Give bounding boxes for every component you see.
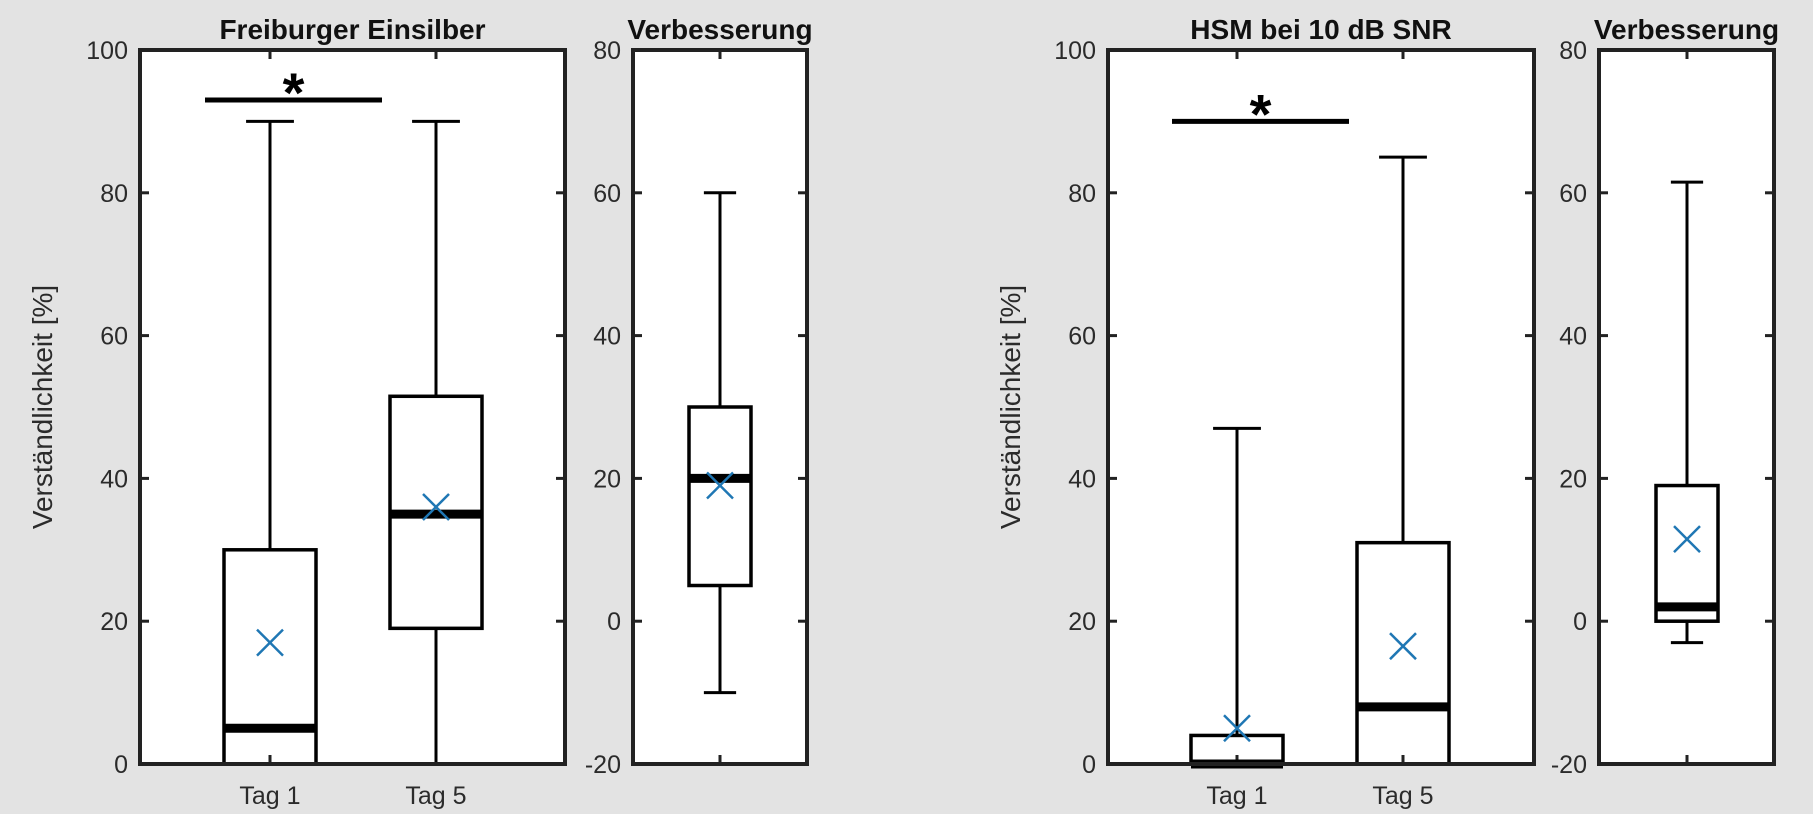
y-tick-label: 20 — [1559, 465, 1587, 493]
plot-area — [140, 50, 565, 764]
mean-marker — [1223, 714, 1251, 743]
x-tick-label: Tag 5 — [1372, 782, 1433, 810]
box-iqr — [687, 405, 753, 588]
y-tick-label: 80 — [593, 37, 621, 65]
mean-marker-stroke — [256, 628, 284, 657]
chart-panel-3: 0 20 40 60 80 100 Tag 1 Tag 5 * HSM bei 10 dB SNR… — [995, 14, 1536, 810]
axes-frame — [631, 48, 809, 766]
y-tick-label: 80 — [100, 180, 128, 208]
mean-marker — [1389, 632, 1417, 661]
box-diff — [1654, 180, 1720, 645]
chart-title: HSM bei 10 dB SNR — [1190, 14, 1451, 45]
chart-title: Freiburger Einsilber — [219, 14, 485, 45]
significance-star: * — [283, 61, 305, 124]
box-tag-5 — [1355, 155, 1451, 766]
mean-marker — [1673, 525, 1701, 553]
x-tick-label: Tag 1 — [239, 782, 300, 810]
axes-frame — [1106, 48, 1536, 766]
x-tick-label: Tag 1 — [1206, 782, 1267, 810]
y-tick-label: 100 — [1054, 37, 1096, 65]
y-tick-label: 40 — [593, 323, 621, 351]
y-tick-label: 20 — [100, 608, 128, 636]
y-tick-label: 40 — [100, 465, 128, 493]
significance-star: * — [1250, 82, 1272, 145]
mean-marker — [422, 493, 450, 521]
y-tick-label: 80 — [1068, 180, 1096, 208]
box-iqr — [1654, 483, 1720, 623]
y-tick-label: 0 — [607, 608, 621, 636]
y-tick-label: -20 — [1551, 751, 1587, 779]
y-tick-label: 100 — [86, 37, 128, 65]
chart-title: Verbesserung — [627, 14, 812, 45]
y-axis-label: Verständlichkeit [%] — [995, 285, 1026, 529]
y-axis-label: Verständlichkeit [%] — [27, 285, 58, 529]
box-tag-5 — [388, 119, 484, 766]
mean-marker-stroke — [706, 471, 734, 500]
y-tick-label: 60 — [100, 323, 128, 351]
y-tick-label: 60 — [1068, 323, 1096, 351]
mean-marker-stroke — [1389, 632, 1417, 661]
chart-panel-1: 0 20 40 60 80 100 Tag 1 Tag 5 * Freiburger Einsil… — [27, 14, 567, 810]
y-tick-label: -20 — [585, 751, 621, 779]
plot-area — [1108, 50, 1534, 764]
mean-marker — [256, 628, 284, 657]
y-tick-label: 0 — [1573, 608, 1587, 636]
y-tick-label: 20 — [1068, 608, 1096, 636]
y-tick-label: 0 — [114, 751, 128, 779]
y-tick-label: 0 — [1082, 751, 1096, 779]
box-diff — [687, 191, 753, 695]
mean-marker-stroke — [1223, 714, 1251, 743]
axes-frame — [138, 48, 567, 766]
mean-marker-stroke — [1673, 525, 1701, 553]
x-tick-label: Tag 5 — [405, 782, 466, 810]
axes-frame — [1597, 48, 1776, 766]
y-tick-label: 60 — [1559, 180, 1587, 208]
y-tick-label: 40 — [1559, 323, 1587, 351]
y-tick-label: 80 — [1559, 37, 1587, 65]
box-tag-1 — [222, 119, 318, 766]
y-tick-label: 20 — [593, 465, 621, 493]
y-tick-label: 40 — [1068, 465, 1096, 493]
mean-marker — [706, 471, 734, 500]
y-tick-label: 60 — [593, 180, 621, 208]
mean-marker-stroke — [422, 493, 450, 521]
chart-title: Verbesserung — [1594, 14, 1779, 45]
